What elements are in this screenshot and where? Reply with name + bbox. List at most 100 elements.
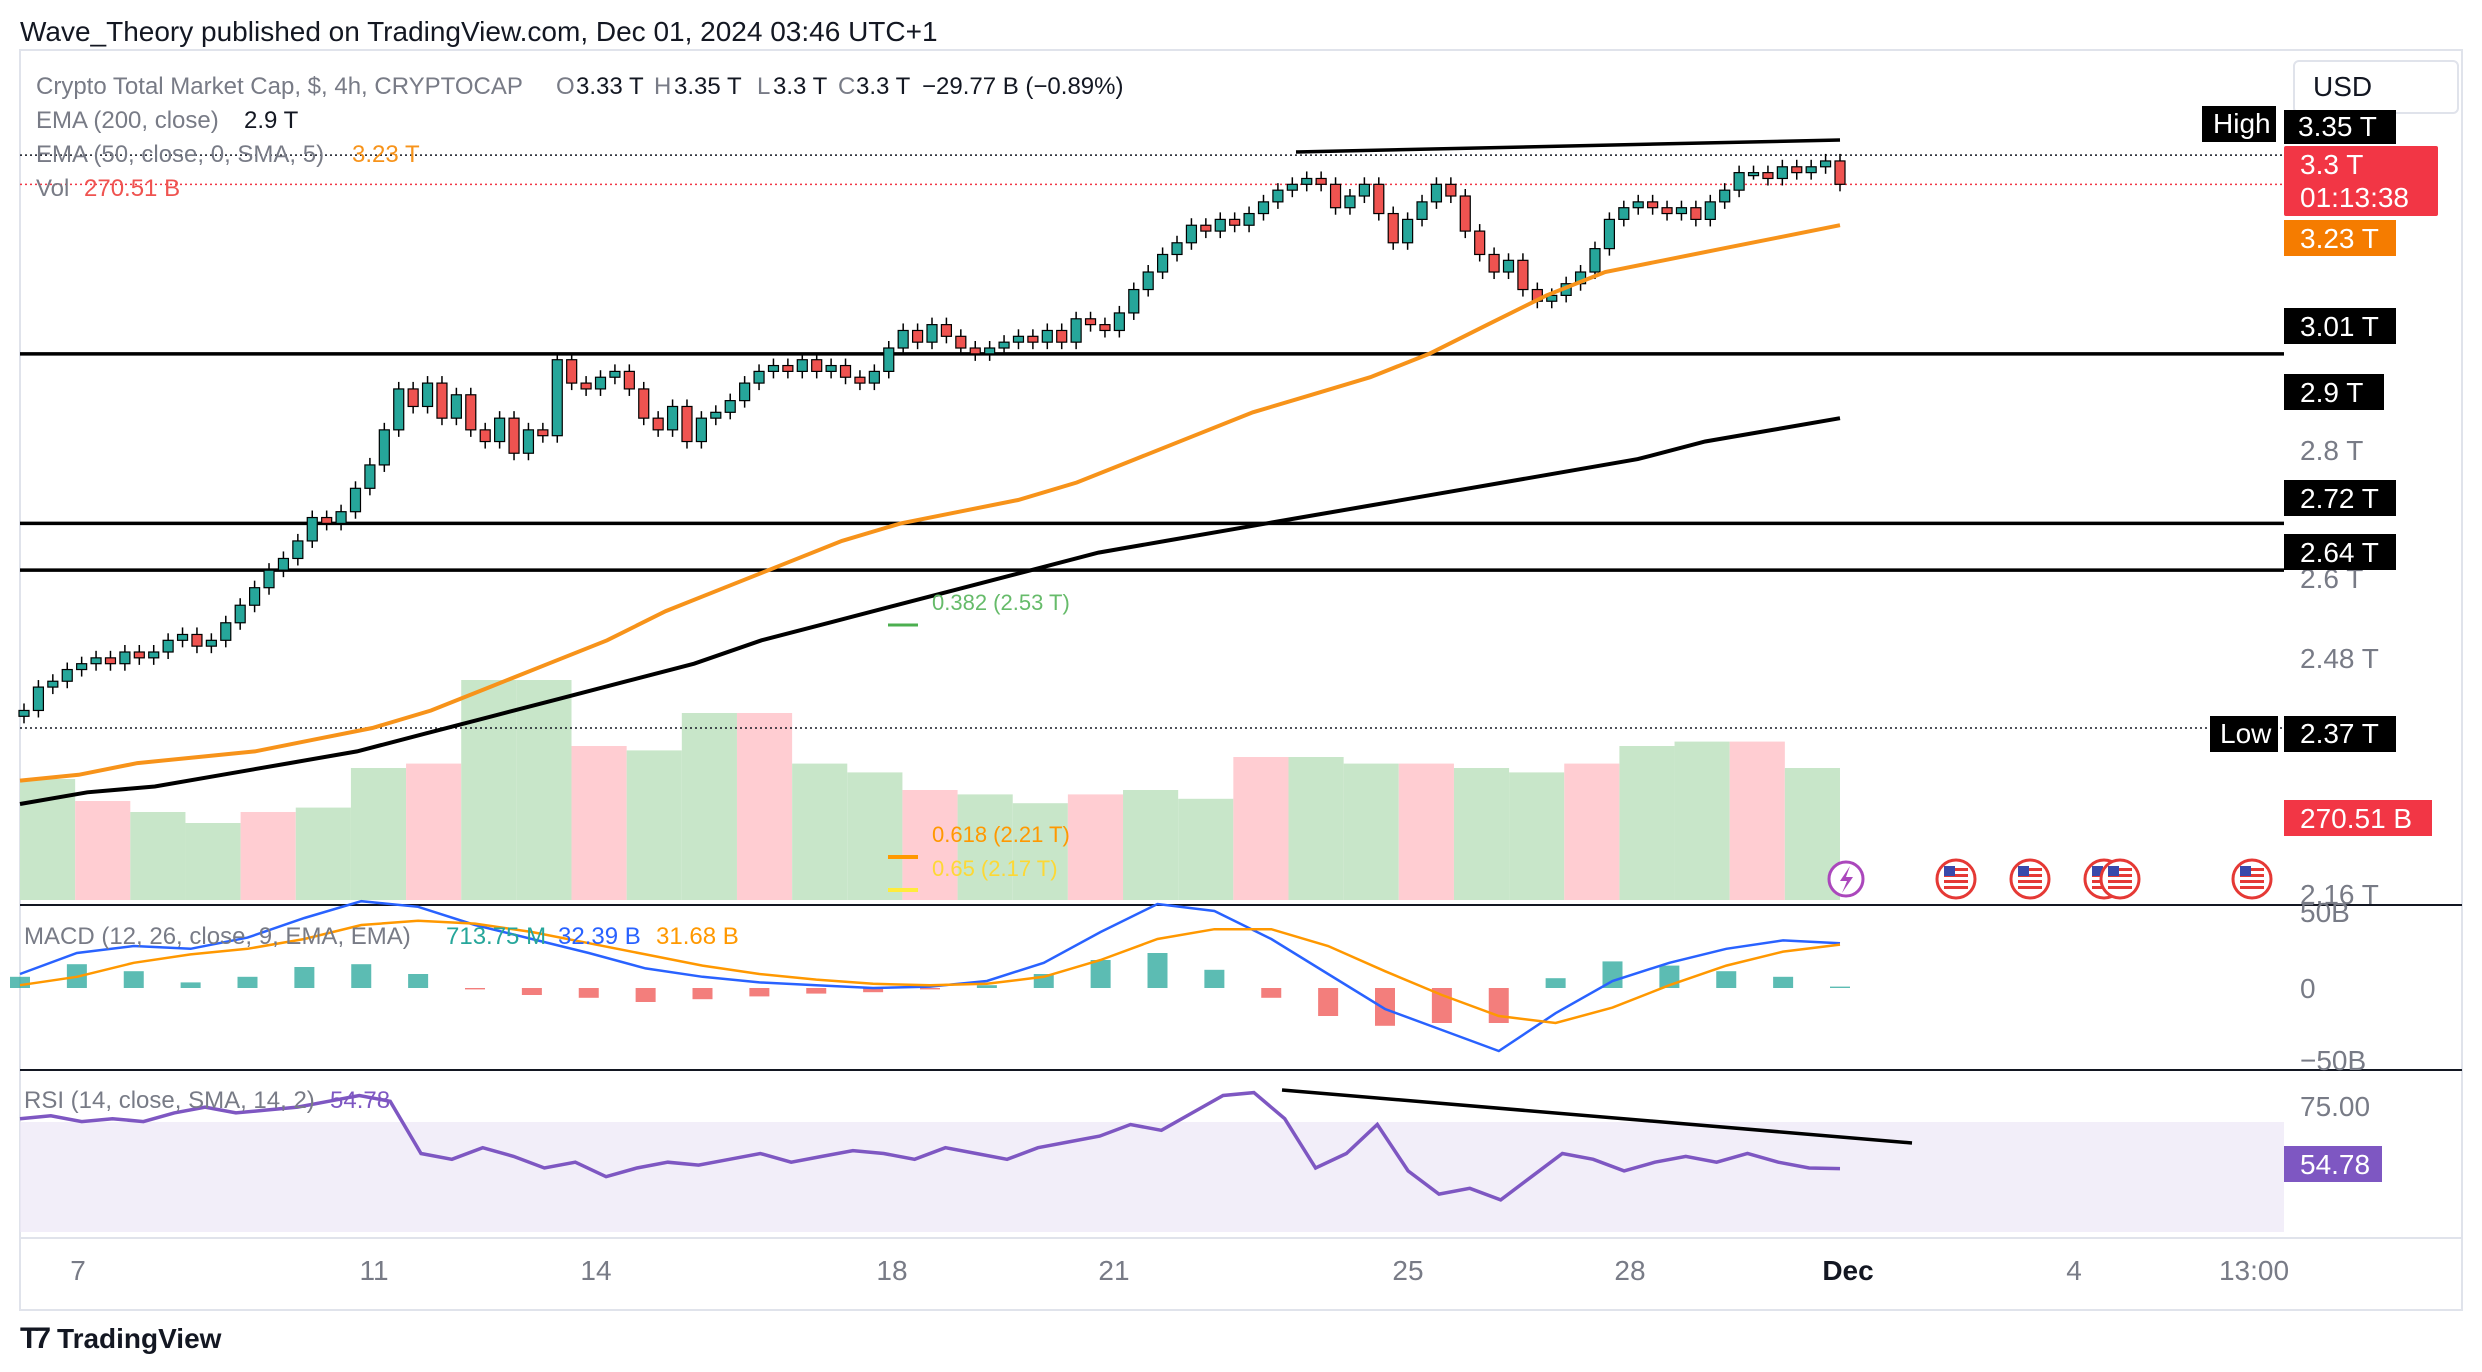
candle-body: [1819, 160, 1832, 168]
macd-hist-bar: [1830, 986, 1850, 988]
candle-body: [494, 417, 506, 443]
macd-label: MACD (12, 26, close, 9, EMA, EMA): [24, 923, 411, 950]
volume-bar: [406, 763, 462, 900]
candle-body: [638, 388, 650, 419]
chart-frame: [19, 49, 2463, 1311]
macd-hist-bar: [1773, 976, 1794, 988]
volume-label: Vol: [36, 175, 69, 202]
volume-bar: [792, 763, 848, 900]
us-event-flag-icon[interactable]: [2009, 858, 2051, 900]
rsi-badge: [2284, 1146, 2382, 1182]
ema200-line: [19, 416, 1841, 806]
candle-body: [984, 347, 996, 355]
time-tick-4: 4: [2066, 1255, 2082, 1286]
lightning-event-icon[interactable]: [1827, 860, 1865, 898]
volume-bar: [516, 680, 572, 900]
candle-body: [753, 370, 765, 384]
rsi-tick-75: 75.00: [2300, 1091, 2370, 1122]
resistance-trendline[interactable]: [1295, 138, 1841, 154]
countdown-text: 01:13:38: [2300, 182, 2409, 213]
candle-body: [666, 405, 679, 431]
macd-line: [19, 899, 1841, 1053]
macd-signal-line: [19, 919, 1841, 1025]
candle-body: [1027, 335, 1039, 343]
candle-body: [580, 382, 592, 390]
candle-body: [969, 347, 981, 355]
volume-bar: [1067, 794, 1124, 900]
candle-body: [508, 417, 520, 454]
candle-body: [1157, 253, 1169, 273]
tradingview-logo-icon: T7: [20, 1322, 51, 1355]
time-tick-1300: 13:00: [2219, 1255, 2289, 1286]
candle-body: [61, 668, 73, 682]
volume-badge: [2284, 800, 2432, 836]
low-label-badge: [2210, 716, 2278, 752]
macd-hist-bar: [806, 988, 827, 994]
ema50-value: 3.23 T: [352, 141, 420, 168]
volume-bar: [681, 713, 737, 900]
volume-bar: [240, 812, 296, 900]
macd-hist-bar: [294, 967, 315, 988]
tradingview-logo[interactable]: T7 TradingView: [20, 1322, 221, 1356]
volume-bar: [571, 746, 627, 900]
symbol-title: Crypto Total Market Cap, $, 4h, CRYPTOCA…: [36, 73, 523, 100]
candle-body: [191, 633, 203, 647]
candle-body: [1070, 318, 1082, 343]
macd-hist-bar: [521, 988, 542, 995]
fib-65-label: 0.65 (2.17 T): [932, 856, 1058, 881]
candle-body: [1229, 218, 1241, 226]
candle-body: [104, 657, 117, 665]
candle-body: [1733, 172, 1745, 191]
low-value-text: 2.37 T: [2300, 718, 2379, 749]
candle-body: [1690, 207, 1702, 220]
volume-bar: [1288, 757, 1344, 900]
macd-tick-neg50b: −50B: [2300, 1045, 2366, 1076]
rsi-label: RSI (14, close, SMA, 14, 2): [24, 1087, 315, 1114]
candle-body: [1675, 207, 1688, 215]
currency-selector[interactable]: USD: [2293, 60, 2459, 114]
macd-hist-bar: [920, 988, 940, 990]
ema200-value: 2.9 T: [244, 107, 299, 134]
close-label: C: [838, 73, 855, 100]
price-tick-248: 2.48 T: [2300, 643, 2379, 674]
candle-body: [782, 364, 794, 372]
open-label: O: [556, 73, 575, 100]
low-label-text: Low: [2220, 718, 2272, 749]
volume-bar: [130, 812, 186, 900]
macd-hist-bar: [123, 971, 144, 988]
candles: [18, 153, 1846, 724]
us-event-flag-icon[interactable]: [1935, 858, 1977, 900]
candle-body: [1185, 224, 1198, 244]
candle-body: [1776, 166, 1788, 180]
candle-body: [277, 557, 290, 571]
volume-bar: [1343, 763, 1399, 900]
candle-body: [1243, 212, 1255, 226]
candle-body: [1200, 224, 1212, 232]
rsi-divergence-trendline[interactable]: [1281, 1088, 1913, 1145]
candle-body: [609, 370, 621, 378]
candle-body: [234, 604, 246, 624]
candle-body: [1315, 177, 1327, 185]
macd-hist-bar: [408, 974, 429, 988]
candle-body: [1445, 183, 1457, 197]
candle-body: [623, 370, 635, 390]
level-272-text: 2.72 T: [2300, 483, 2379, 514]
volume-badge-text: 270.51 B: [2300, 803, 2412, 834]
level-301-text: 3.01 T: [2300, 311, 2379, 342]
candle-body: [1402, 218, 1414, 244]
candle-body: [321, 516, 333, 524]
candle-body: [1257, 201, 1270, 215]
candle-body: [1834, 160, 1846, 185]
low-value-badge: [2284, 716, 2396, 752]
candle-body: [566, 359, 578, 384]
level-264-text: 2.64 T: [2300, 537, 2379, 568]
candle-body: [335, 511, 347, 524]
time-tick-11: 11: [359, 1255, 388, 1286]
volume-bar: [626, 750, 682, 900]
candle-body: [551, 359, 563, 437]
volume-bar: [1398, 763, 1454, 900]
us-event-flag-icon[interactable]: [2099, 858, 2141, 900]
candle-body: [479, 429, 491, 443]
us-event-flag-icon[interactable]: [2231, 858, 2273, 900]
